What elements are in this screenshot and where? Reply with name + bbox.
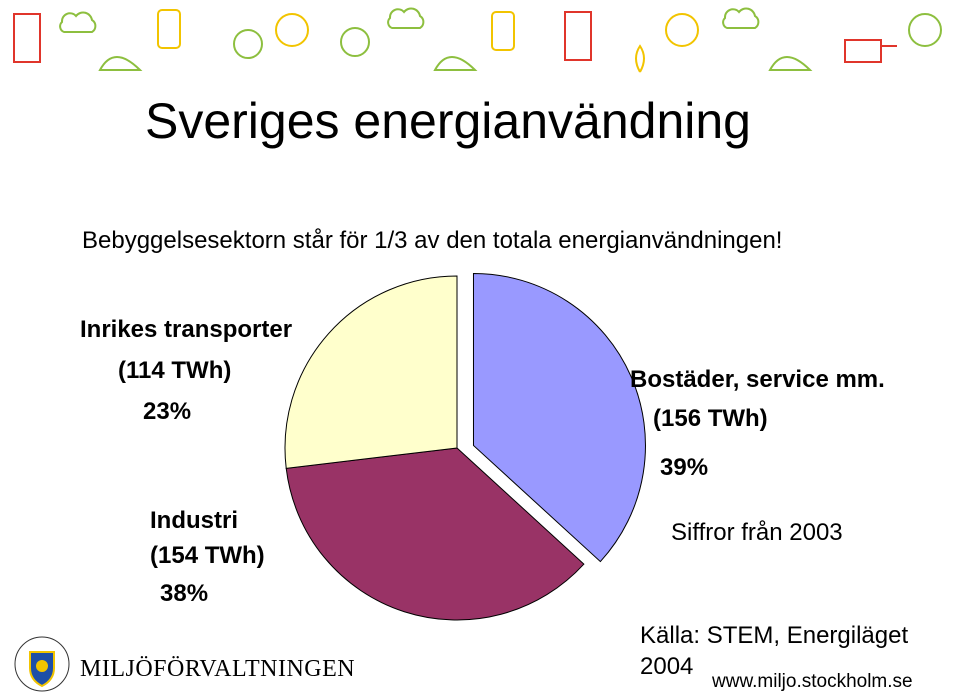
building-icon: [13, 13, 41, 63]
person-icon: [275, 13, 309, 47]
slice-value-industri: (154 TWh): [150, 542, 265, 569]
slice-value-transport: (114 TWh): [118, 357, 232, 384]
page-title: Sveriges energianvändning: [145, 93, 751, 149]
tree-icon: [908, 13, 942, 47]
source-line-2: 2004: [640, 653, 694, 680]
crown-icon: [36, 660, 48, 672]
cloud-icon: [387, 7, 425, 29]
pie-slice-2: [284, 275, 458, 469]
pie-slice-0: [472, 272, 646, 563]
pot-icon: [844, 39, 897, 63]
slice-label-bostader: Bostäder, service mm.: [630, 366, 885, 393]
can-icon: [157, 9, 181, 49]
cloud-icon: [59, 11, 97, 33]
subtitle: Bebyggelsesektorn står för 1/3 av den to…: [82, 227, 783, 254]
source-line-1: Källa: STEM, Energiläget: [640, 622, 909, 649]
decorative-banner: [13, 7, 942, 73]
stockholm-seal-logo: [14, 636, 70, 692]
building-icon: [564, 11, 592, 61]
flame-icon: [635, 44, 645, 73]
slice-percent-transport: 23%: [143, 398, 192, 425]
car-icon: [768, 56, 813, 71]
pie-slice-1: [285, 447, 585, 621]
slice-percent-industri: 38%: [160, 580, 209, 607]
data-year-note: Siffror från 2003: [671, 519, 843, 546]
can-icon: [491, 11, 515, 51]
car-icon: [433, 56, 478, 71]
cloud-icon: [722, 7, 760, 29]
slice-label-transport: Inrikes transporter: [80, 316, 293, 343]
slice-percent-bostader: 39%: [660, 454, 709, 481]
tree-icon: [233, 29, 263, 59]
website-url: www.miljo.stockholm.se: [712, 671, 913, 692]
slice-label-industri: Industri: [150, 507, 238, 534]
car-icon: [98, 56, 143, 71]
slice-value-bostader: (156 TWh): [653, 405, 768, 432]
tree-icon: [340, 27, 370, 57]
organization-name: MILJÖFÖRVALTNINGEN: [80, 656, 356, 682]
person-icon: [665, 13, 699, 47]
